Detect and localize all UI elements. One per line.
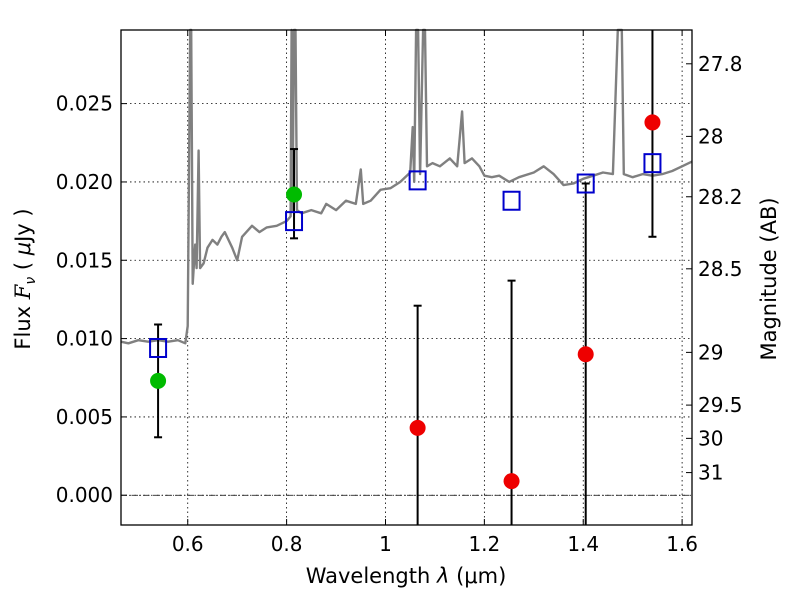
- y-tick-label: 0.020: [56, 170, 113, 194]
- red-point: [503, 473, 520, 490]
- y2-tick-label: 30: [698, 426, 723, 450]
- y2-tick-label: 27.8: [698, 52, 743, 76]
- red-point: [577, 346, 594, 363]
- y2-tick-label: 28: [698, 124, 723, 148]
- y-axis-label: Flux Fν ( μJy ): [11, 208, 39, 349]
- green-point: [286, 186, 303, 203]
- y2-tick-label: 29: [698, 340, 723, 364]
- green-point: [150, 372, 167, 389]
- y-tick-label: 0.005: [56, 405, 113, 429]
- x-ticks: 0.6 0.8 1 1.2 1.4 1.6: [172, 30, 698, 556]
- y2-axis-label: Magnitude (AB): [757, 197, 781, 360]
- x-tick-label: 0.6: [172, 532, 204, 556]
- y2-tick-label: 28.5: [698, 257, 743, 281]
- spectrum-layer: [120, 28, 693, 345]
- square-marker: [643, 153, 662, 174]
- square-marker: [149, 337, 168, 358]
- y2-tick-label: 29.5: [698, 393, 743, 417]
- square-marker: [408, 170, 427, 191]
- red-point: [409, 419, 426, 436]
- x-tick-label: 1.6: [666, 532, 698, 556]
- y2-tick-label: 31: [698, 461, 723, 485]
- y-ticks: 0.000 0.005 0.010 0.015 0.020 0.025: [56, 92, 127, 507]
- x-tick-label: 1.4: [567, 532, 599, 556]
- x-tick-label: 0.8: [271, 532, 303, 556]
- y-tick-label: 0.010: [56, 327, 113, 351]
- x-tick-label: 1.2: [468, 532, 500, 556]
- red-point: [644, 114, 661, 131]
- y2-ticks: 27.8 28 28.2 28.5 29 29.5 30 31: [686, 52, 743, 485]
- errorbar-layer: [154, 30, 657, 525]
- marker-layer: [149, 114, 662, 490]
- y2-tick-label: 28.2: [698, 185, 743, 209]
- square-marker: [502, 190, 521, 211]
- plot-frame: [120, 29, 693, 526]
- square-marker: [576, 173, 595, 194]
- y-tick-label: 0.000: [56, 483, 113, 507]
- x-tick-label: 1: [379, 532, 392, 556]
- square-marker: [285, 211, 304, 232]
- x-axis-label: Wavelength λ (μm): [306, 564, 507, 588]
- spectrum-line: [120, 28, 693, 345]
- y-tick-label: 0.025: [56, 92, 113, 116]
- grid-lines: [121, 30, 692, 525]
- y-tick-label: 0.015: [56, 248, 113, 272]
